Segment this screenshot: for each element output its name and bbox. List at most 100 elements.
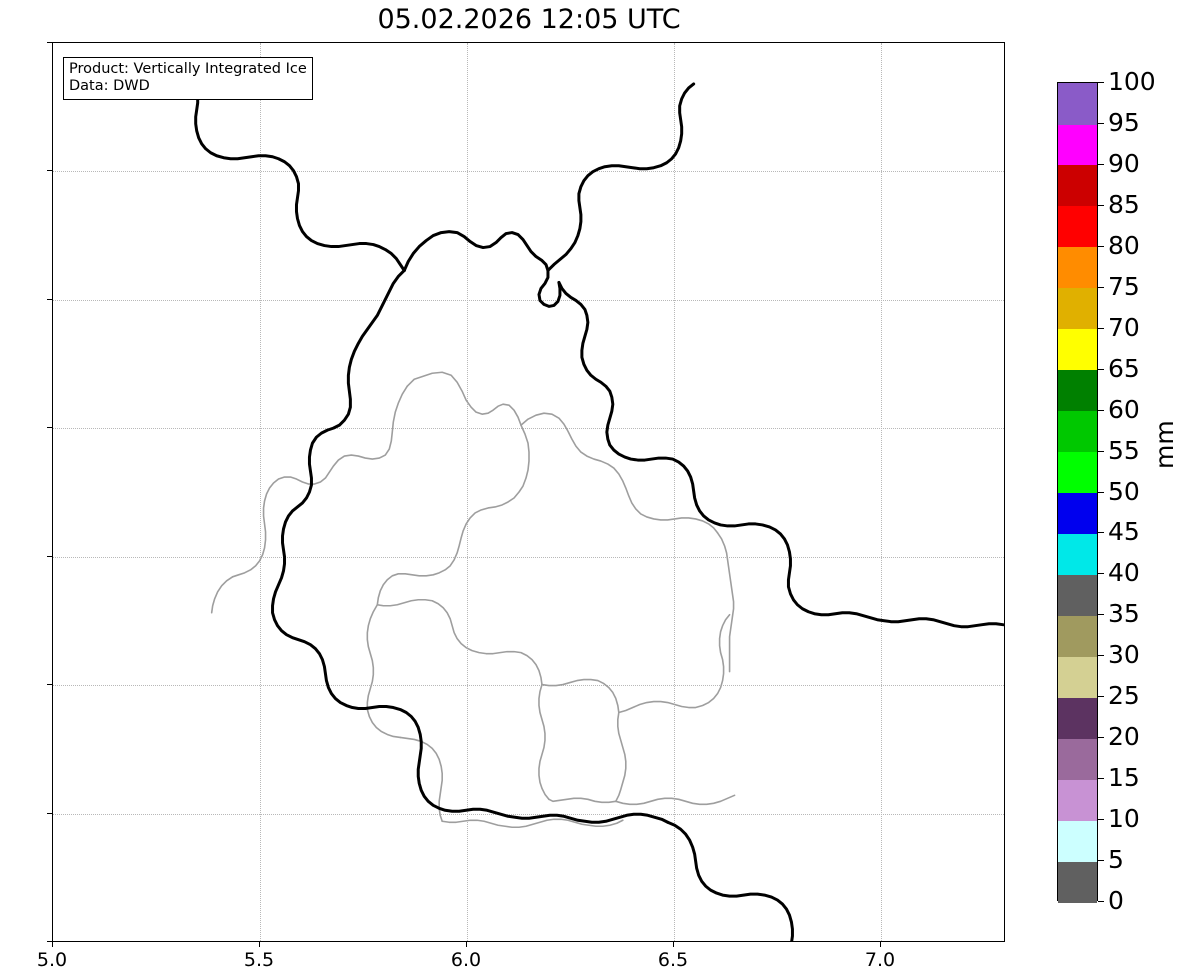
colorbar-tick-mark <box>1098 82 1104 83</box>
colorbar-band <box>1058 492 1097 535</box>
colorbar-band <box>1058 738 1097 780</box>
colorbar-tick-label: 60 <box>1108 394 1140 424</box>
gridline-vertical <box>467 43 468 941</box>
xtick-mark-5-5 <box>259 942 260 947</box>
colorbar-tick-label: 50 <box>1108 476 1140 506</box>
colorbar-band <box>1058 861 1097 903</box>
map-plot-area[interactable]: Product: Vertically Integrated Ice Data:… <box>52 42 1005 942</box>
xtick-label-5-0: 5.0 <box>36 949 68 971</box>
xtick-label-5-5: 5.5 <box>243 949 275 971</box>
colorbar-tick-mark <box>1098 286 1104 288</box>
gridline-horizontal <box>53 171 1004 172</box>
colorbar-tick-mark <box>1098 409 1104 411</box>
xtick-label-6-0: 6.0 <box>450 949 482 971</box>
colorbar-band <box>1058 820 1097 862</box>
colorbar-unit-label: mm <box>1150 420 1179 469</box>
colorbar-tick-mark <box>1098 573 1104 575</box>
xtick-mark-6-5 <box>673 942 674 947</box>
colorbar-band <box>1058 83 1097 125</box>
colorbar-tick-label: 5 <box>1108 845 1124 875</box>
colorbar-band <box>1058 574 1097 616</box>
ytick-mark-49-6 <box>47 556 52 557</box>
colorbar-band <box>1058 205 1097 248</box>
gridline-vertical <box>260 43 261 941</box>
colorbar-tick-label: 25 <box>1108 681 1140 711</box>
map-geometry <box>103 59 1004 941</box>
colorbar-tick-mark <box>1098 614 1104 616</box>
colorbar-tick-label: 35 <box>1108 599 1140 629</box>
colorbar-band <box>1058 123 1097 166</box>
colorbar-band <box>1058 410 1097 453</box>
xtick-mark-5-0 <box>52 942 53 947</box>
ytick-mark-50-0 <box>47 299 52 300</box>
colorbar-tick-label: 70 <box>1108 312 1140 342</box>
ytick-mark-49-8 <box>47 427 52 428</box>
colorbar-tick-label: 80 <box>1108 230 1140 260</box>
gridline-horizontal <box>53 557 1004 558</box>
info-product-line: Product: Vertically Integrated Ice <box>69 61 307 77</box>
info-data-line: Data: DWD <box>69 78 150 95</box>
colorbar-tick-label: 75 <box>1108 271 1140 301</box>
page-title: 05.02.2026 12:05 UTC <box>377 4 681 35</box>
colorbar-band <box>1058 246 1097 289</box>
colorbar-band <box>1058 779 1097 821</box>
district-boundaries <box>210 371 736 829</box>
colorbar-tick-mark <box>1098 901 1104 902</box>
colorbar-tick-mark <box>1098 655 1104 657</box>
colorbar-band <box>1058 451 1097 494</box>
ytick-mark-50-2 <box>47 170 52 171</box>
gridline-horizontal <box>53 814 1004 815</box>
colorbar-tick-label: 65 <box>1108 353 1140 383</box>
colorbar-tick-mark <box>1098 327 1104 329</box>
national-border-luxembourg <box>103 59 1004 941</box>
colorbar-tick-mark <box>1098 368 1104 370</box>
ytick-mark-49-2 <box>47 813 52 814</box>
gridline-horizontal <box>53 428 1004 429</box>
colorbar-tick-mark <box>1098 450 1104 452</box>
product-info-box: Product: Vertically Integrated Ice Data:… <box>63 57 313 101</box>
colorbar-band <box>1058 287 1097 330</box>
colorbar-tick-label: 40 <box>1108 558 1140 588</box>
colorbar-tick-mark <box>1098 122 1104 124</box>
colorbar-tick-label: 30 <box>1108 640 1140 670</box>
colorbar-tick-mark <box>1098 860 1104 862</box>
colorbar-band <box>1058 697 1097 739</box>
colorbar-tick-mark <box>1098 737 1104 739</box>
colorbar-band <box>1058 615 1097 657</box>
ytick-mark-49-4 <box>47 684 52 685</box>
colorbar-tick-mark <box>1098 204 1104 206</box>
colorbar-band <box>1058 656 1097 698</box>
colorbar-tick-mark <box>1098 532 1104 534</box>
colorbar-tick-label: 90 <box>1108 148 1140 178</box>
colorbar-tick-mark <box>1098 491 1104 493</box>
gridline-vertical <box>881 43 882 941</box>
colorbar-tick-mark <box>1098 245 1104 247</box>
colorbar-band <box>1058 533 1097 575</box>
colorbar-tick-mark <box>1098 696 1104 698</box>
xtick-mark-6-0 <box>466 942 467 947</box>
colorbar-tick-label: 100 <box>1108 67 1156 96</box>
colorbar-tick-label: 45 <box>1108 517 1140 547</box>
colorbar-tick-label: 20 <box>1108 722 1140 752</box>
colorbar-band <box>1058 164 1097 207</box>
gridline-horizontal <box>53 300 1004 301</box>
colorbar-tick-mark <box>1098 163 1104 165</box>
colorbar-band <box>1058 328 1097 371</box>
ytick-mark-50-4 <box>47 42 52 43</box>
colorbar-tick-mark <box>1098 778 1104 780</box>
colorbar-tick-label: 95 <box>1108 107 1140 137</box>
xtick-label-7-0: 7.0 <box>864 949 896 971</box>
colorbar-tick-label: 10 <box>1108 804 1140 834</box>
xtick-label-6-5: 6.5 <box>657 949 689 971</box>
colorbar-band <box>1058 369 1097 412</box>
colorbar-tick-label: 85 <box>1108 189 1140 219</box>
colorbar-tick-label: 55 <box>1108 435 1140 465</box>
ytick-mark-49-0 <box>47 941 52 942</box>
gridline-vertical <box>674 43 675 941</box>
gridline-horizontal <box>53 685 1004 686</box>
xtick-mark-7-0 <box>880 942 881 947</box>
colorbar-tick-mark <box>1098 819 1104 821</box>
colorbar-tick-label: 0 <box>1108 886 1124 915</box>
colorbar[interactable] <box>1057 82 1098 903</box>
colorbar-tick-label: 15 <box>1108 763 1140 793</box>
